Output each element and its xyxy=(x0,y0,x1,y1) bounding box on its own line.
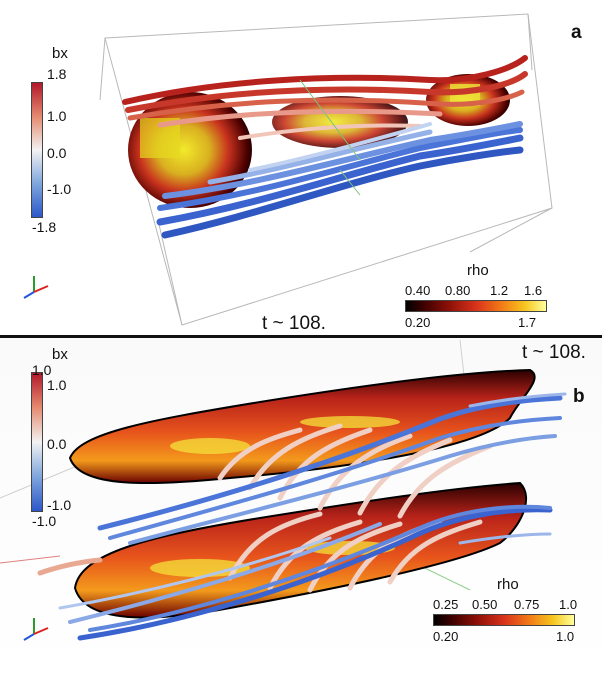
panel-a: bx 1.8 1.0 0.0 -1.0 -1.8 a t ~ 108. rho … xyxy=(0,0,602,336)
orientation-axes-icon xyxy=(23,618,49,641)
bx-tick-0: 0.0 xyxy=(47,145,67,161)
rho-tick: 0.80 xyxy=(445,283,471,298)
bx-colorbar-title: bx xyxy=(52,346,68,363)
negative-field-lines xyxy=(58,392,567,641)
panel-b: bx 1.0 1.0 0.0 -1.0 -1.0 t ~ 108. b rho … xyxy=(0,338,602,674)
rho-tick-max: 1.0 xyxy=(556,629,575,644)
rho-tick-min: 0.20 xyxy=(433,629,459,644)
rho-tick: 1.0 xyxy=(559,597,578,612)
bx-tick-1: 1.0 xyxy=(47,108,67,124)
rho-tick-max: 1.7 xyxy=(518,315,537,330)
bx-colorbar xyxy=(31,82,43,218)
center-axes xyxy=(299,79,361,196)
panel-letter-a: a xyxy=(571,22,582,43)
bx-tick-min: -1.0 xyxy=(32,513,57,529)
bx-tick-1: 1.0 xyxy=(47,377,67,393)
rho-colorbar xyxy=(433,614,575,626)
bx-colorbar-title: bx xyxy=(52,45,68,62)
bx-tick-neg1: -1.0 xyxy=(47,497,72,513)
negative-field-lines xyxy=(156,121,524,239)
bx-tick-0: 0.0 xyxy=(47,436,67,452)
rho-tick: 1.2 xyxy=(490,283,509,298)
high-density-patches xyxy=(150,416,400,577)
panel-letter-b: b xyxy=(573,386,585,407)
rho-tick: 0.50 xyxy=(472,597,498,612)
rho-colorbar-title: rho xyxy=(467,262,489,279)
bx-colorbar xyxy=(31,372,43,512)
orientation-axes-icon xyxy=(23,276,49,299)
bx-tick-max: 1.0 xyxy=(32,362,52,378)
upper-density-tube xyxy=(68,368,536,485)
bx-tick-max: 1.8 xyxy=(47,66,67,82)
bx-tick-min: -1.8 xyxy=(32,219,57,235)
positive-field-lines xyxy=(122,55,528,140)
rho-tick: 0.75 xyxy=(514,597,540,612)
bx-tick-neg1: -1.0 xyxy=(47,181,72,197)
rho-colorbar-title: rho xyxy=(497,576,519,593)
rho-tick-min: 0.20 xyxy=(405,315,431,330)
rho-tick: 0.25 xyxy=(433,597,459,612)
time-label-a: t ~ 108. xyxy=(262,313,326,334)
panel-a-scene xyxy=(99,13,553,326)
rho-tick: 1.6 xyxy=(524,283,543,298)
panel-b-scene xyxy=(0,339,567,641)
domain-box xyxy=(99,13,553,326)
panel-divider xyxy=(0,335,602,338)
rho-colorbar xyxy=(405,300,547,312)
time-label-b: t ~ 108. xyxy=(522,342,586,363)
rho-tick: 0.40 xyxy=(405,283,431,298)
